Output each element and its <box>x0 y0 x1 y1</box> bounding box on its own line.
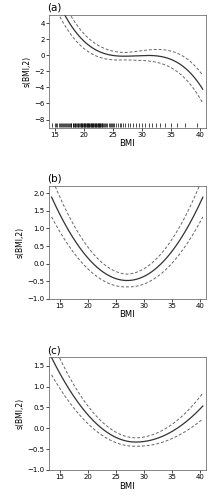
Text: (c): (c) <box>47 345 61 355</box>
Text: (a): (a) <box>47 2 61 12</box>
Y-axis label: s(BMI,2): s(BMI,2) <box>16 398 25 430</box>
Text: (b): (b) <box>47 174 62 184</box>
Y-axis label: s(BMI,2): s(BMI,2) <box>16 227 25 258</box>
X-axis label: BMI: BMI <box>119 139 135 148</box>
Y-axis label: s(BMI,2): s(BMI,2) <box>22 56 31 87</box>
X-axis label: BMI: BMI <box>119 310 135 320</box>
X-axis label: BMI: BMI <box>119 482 135 490</box>
